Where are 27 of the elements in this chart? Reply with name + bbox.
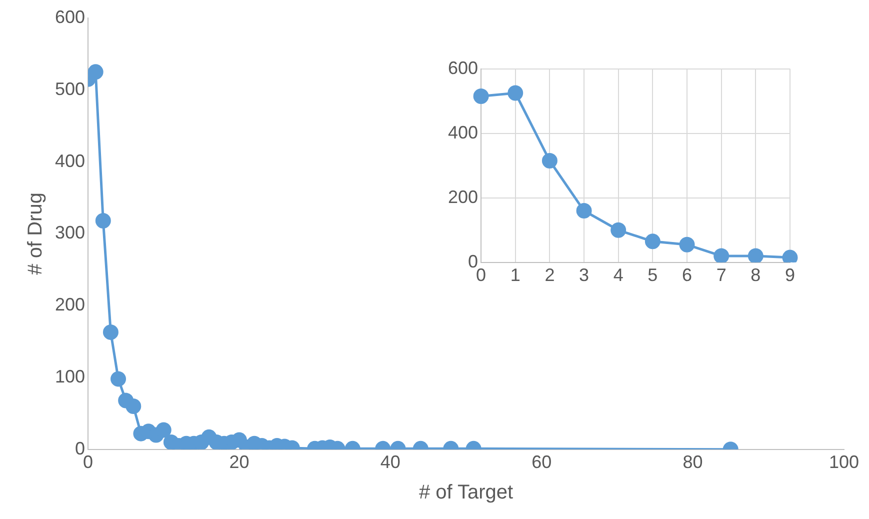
x-tick-label: 3: [579, 265, 590, 286]
x-tick-label: 9: [784, 265, 796, 286]
x-tick-label: 20: [229, 452, 250, 472]
x-tick-label: 4: [613, 265, 624, 286]
y-tick-label: 300: [54, 222, 86, 243]
x-tick-label: 2: [544, 265, 555, 286]
y-tick-label: 0: [468, 251, 478, 272]
y-tick-label: 600: [448, 58, 478, 78]
x-axis-title: # of Target: [418, 482, 514, 504]
x-tick-label: 80: [682, 452, 703, 472]
y-tick-label: 200: [448, 186, 478, 207]
x-tick-label: 40: [380, 452, 400, 472]
x-tick-label: 7: [716, 265, 726, 286]
x-tick-label: 5: [648, 265, 658, 286]
x-tick-label: 1: [510, 265, 520, 286]
x-tick-label: 60: [532, 452, 552, 472]
x-tick-label: 6: [682, 265, 692, 286]
y-tick-label: 600: [54, 6, 86, 27]
y-tick-label: 100: [54, 366, 86, 386]
y-tick-label: 400: [448, 122, 478, 142]
x-tick-label: 8: [750, 265, 761, 286]
y-tick-label: 400: [54, 150, 86, 171]
x-tick-label: 100: [828, 452, 860, 472]
y-tick-label: 500: [54, 78, 86, 99]
y-axis-title: # of Drug: [24, 192, 47, 275]
y-tick-label: 0: [75, 438, 86, 458]
y-tick-label: 200: [54, 294, 86, 315]
